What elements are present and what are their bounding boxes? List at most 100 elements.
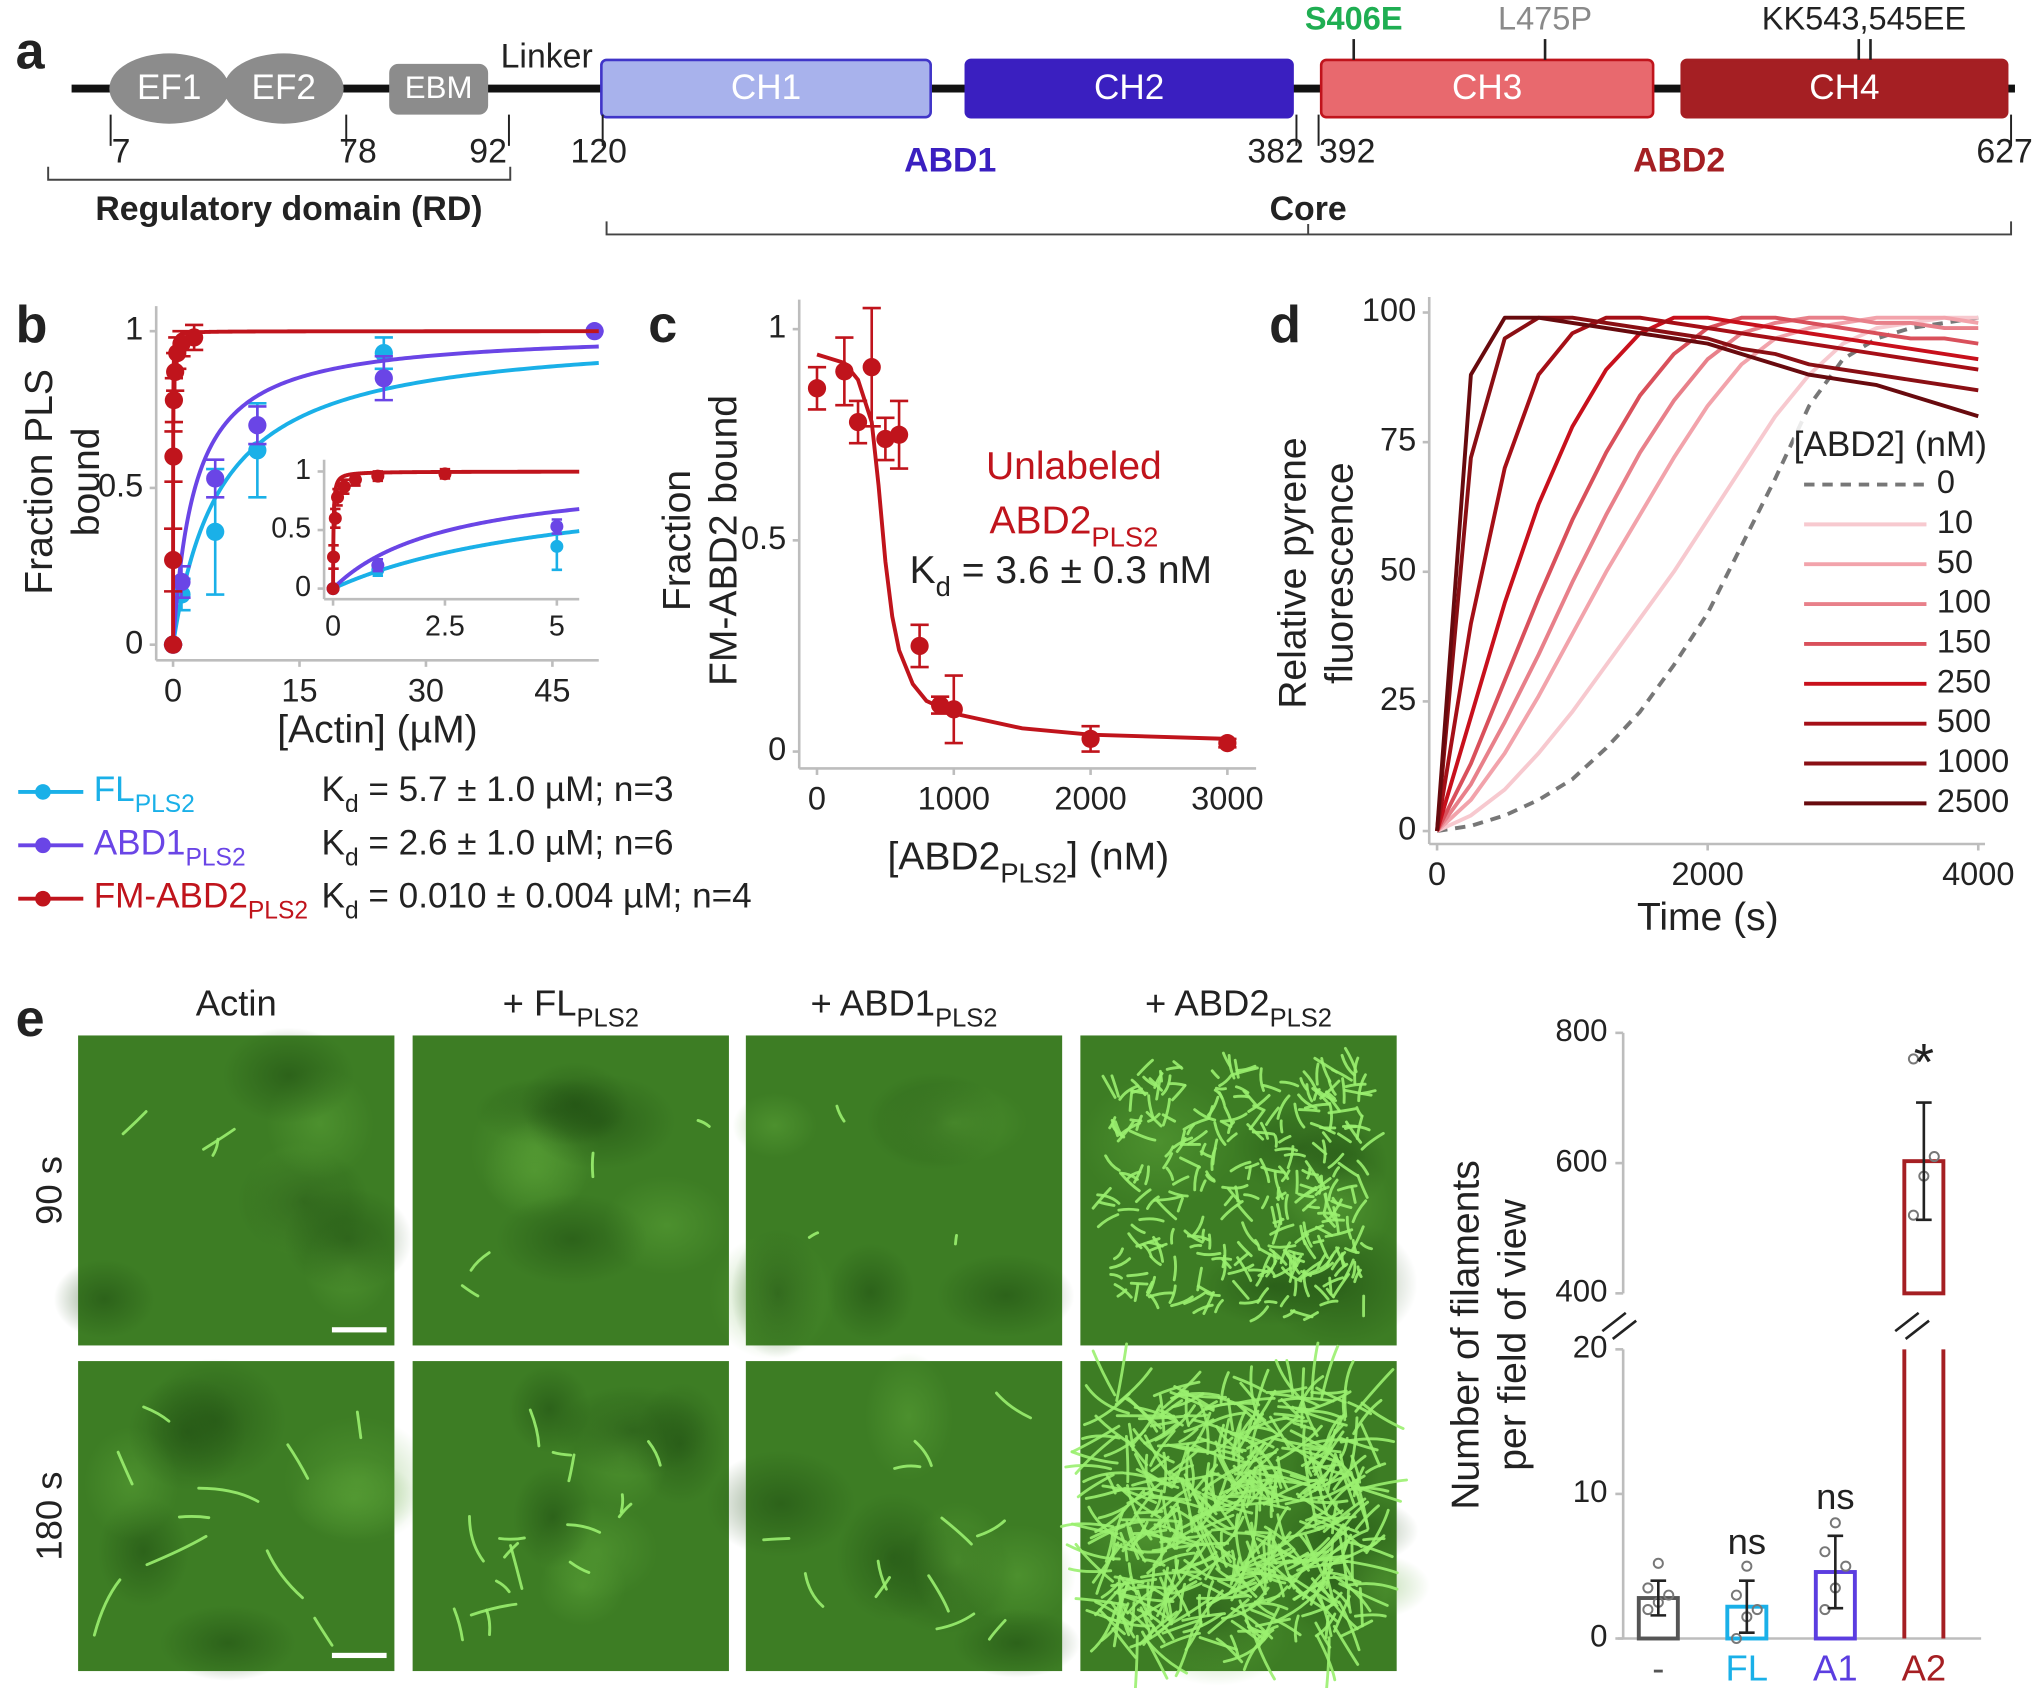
filament	[1161, 1619, 1200, 1635]
y-axis-label: Fraction	[656, 470, 699, 611]
filament	[1118, 1084, 1140, 1101]
filament	[1261, 1084, 1282, 1093]
filament	[1313, 1056, 1339, 1074]
filament	[1207, 1233, 1212, 1250]
x-axis-label: Time (s)	[1637, 896, 1779, 939]
filament	[1356, 1265, 1363, 1279]
filament	[1278, 1134, 1292, 1144]
filament	[1221, 1120, 1233, 1129]
filament	[1091, 1186, 1112, 1210]
filament	[1109, 1257, 1132, 1270]
filament	[1175, 1137, 1187, 1153]
filament	[1235, 1531, 1274, 1541]
data-line	[1435, 315, 1979, 832]
filament	[1094, 1600, 1133, 1626]
domain	[964, 58, 1294, 119]
data-point	[889, 425, 909, 444]
filament	[1059, 1522, 1115, 1529]
micrograph-texture	[508, 1365, 591, 1453]
legend-label-part: ABD1	[94, 824, 186, 863]
filament	[1128, 1088, 1134, 1112]
filament	[1312, 1088, 1321, 1101]
filament	[1337, 1161, 1359, 1177]
legend-label-part: FM-ABD2	[94, 877, 248, 916]
filament	[468, 1515, 485, 1563]
replicate-point	[1751, 1604, 1763, 1616]
filament	[1315, 1225, 1334, 1237]
filament	[1237, 1422, 1242, 1470]
micrograph-texture	[555, 1385, 710, 1477]
filament	[1243, 1443, 1266, 1474]
filament	[1168, 1190, 1189, 1198]
x-tick-label: -	[1652, 1648, 1664, 1688]
filament	[762, 1537, 791, 1542]
filament	[1205, 1291, 1221, 1297]
data-point	[248, 416, 267, 435]
filament	[1289, 1429, 1327, 1450]
error-bar	[1916, 1101, 1932, 1222]
filament	[1293, 1102, 1306, 1129]
filament	[1284, 1193, 1290, 1220]
filament	[1297, 1375, 1325, 1411]
domain-label: EF1	[137, 68, 201, 107]
filament	[619, 1493, 625, 1514]
filament	[1257, 1554, 1304, 1596]
filament	[1127, 1232, 1143, 1250]
filament	[1234, 1085, 1250, 1095]
filament	[1299, 1534, 1317, 1565]
filament	[1221, 1243, 1227, 1269]
filament	[1206, 1095, 1220, 1117]
filament	[1301, 1198, 1317, 1212]
legend-label: FM-ABD2PLS2	[94, 877, 308, 925]
filament	[1119, 1121, 1142, 1136]
filament	[1210, 1470, 1218, 1507]
legend-label: 100	[1937, 584, 1991, 620]
filament	[1236, 1203, 1254, 1222]
data-point	[164, 391, 184, 410]
filament	[1141, 1630, 1169, 1680]
filament	[1200, 1142, 1207, 1156]
filament	[1173, 1541, 1230, 1550]
filament	[1301, 1550, 1330, 1558]
domain-label: EF2	[252, 68, 316, 107]
filament	[1196, 1251, 1222, 1257]
filament	[1339, 1453, 1360, 1497]
micrograph	[706, 1352, 1081, 1678]
filament	[1214, 1440, 1245, 1495]
filament	[1345, 1215, 1353, 1240]
filament	[1282, 1248, 1299, 1268]
filament	[1279, 1119, 1284, 1134]
column-label-part: Actin	[196, 982, 277, 1023]
replicate-point	[1907, 1053, 1919, 1065]
data-point	[438, 467, 452, 481]
filament	[1170, 1227, 1175, 1245]
filament	[509, 1544, 524, 1590]
filament	[1172, 1175, 1190, 1186]
filament	[1299, 1183, 1318, 1192]
filament	[1338, 1582, 1389, 1607]
filament	[1217, 1495, 1272, 1502]
domain	[109, 53, 230, 124]
filament	[1113, 1247, 1124, 1261]
filament	[1108, 1116, 1117, 1130]
filament	[1172, 1255, 1177, 1282]
filament	[1352, 1398, 1383, 1436]
scale-bar	[331, 1652, 387, 1659]
filament	[1197, 1481, 1213, 1514]
filament	[1113, 1283, 1133, 1299]
filament	[1074, 1434, 1118, 1475]
filament	[485, 1608, 492, 1637]
x-axis-label: [Actin] (µM)	[277, 708, 477, 751]
filament	[1314, 1621, 1332, 1649]
filament	[1115, 1342, 1129, 1403]
filament	[874, 1576, 891, 1599]
bar-lower-part	[1902, 1349, 1946, 1639]
filament	[1340, 1252, 1346, 1268]
axis-break	[1601, 1311, 1637, 1340]
filament	[1304, 1509, 1344, 1530]
legend-stat: Kd = 0.010 ± 0.004 µM; n=4	[322, 877, 752, 925]
filament	[1269, 1223, 1295, 1236]
replicate-point	[1642, 1604, 1654, 1616]
filament	[142, 1405, 171, 1423]
